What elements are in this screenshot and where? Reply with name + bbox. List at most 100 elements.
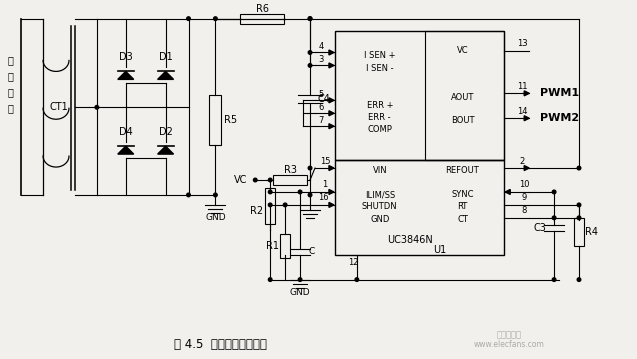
Circle shape [308,51,312,54]
Polygon shape [329,111,334,116]
Text: www.elecfans.com: www.elecfans.com [474,340,545,349]
Text: C4: C4 [317,94,331,104]
Text: 直: 直 [7,55,13,65]
Text: R5: R5 [224,115,237,125]
Text: 15: 15 [320,157,330,165]
Text: SYNC: SYNC [451,190,474,200]
Circle shape [355,278,359,281]
Bar [335,160,505,255]
Text: R3: R3 [283,165,297,175]
Text: GND: GND [290,288,310,297]
Text: 14: 14 [517,107,527,116]
Text: COMP: COMP [368,125,392,134]
Circle shape [552,278,556,281]
Circle shape [308,17,312,20]
Circle shape [268,190,272,194]
Text: 7: 7 [318,116,324,125]
Text: 1: 1 [322,181,327,190]
Text: 5: 5 [318,90,324,99]
Text: AOUT: AOUT [451,93,474,102]
Polygon shape [329,190,334,195]
Polygon shape [524,91,529,96]
Text: VC: VC [234,175,247,185]
Text: 8: 8 [522,206,527,215]
Polygon shape [329,63,334,68]
Text: REFOUT: REFOUT [445,165,479,174]
Text: 13: 13 [517,39,527,48]
Polygon shape [329,98,334,103]
Circle shape [187,193,190,197]
Text: 3: 3 [318,55,324,64]
Circle shape [577,278,581,281]
Circle shape [552,190,556,194]
Text: CT1: CT1 [50,102,68,112]
Text: GND: GND [370,215,389,224]
Polygon shape [524,165,529,171]
Circle shape [268,203,272,207]
Bar [265,188,275,224]
Text: PWM2: PWM2 [540,113,578,123]
Circle shape [308,166,312,170]
Text: I SEN -: I SEN - [366,64,394,73]
Polygon shape [329,165,334,171]
Text: U1: U1 [433,245,446,255]
Polygon shape [329,50,334,55]
Bar [240,14,284,24]
Text: RT: RT [457,202,468,211]
Text: 电子发烧友: 电子发烧友 [497,330,522,339]
Text: C3: C3 [534,223,547,233]
Bar [425,31,505,160]
Circle shape [268,178,272,182]
Circle shape [254,178,257,182]
Text: SHUTDN: SHUTDN [362,202,397,211]
Text: 流: 流 [7,71,13,81]
Text: ILIM/SS: ILIM/SS [364,190,395,200]
Text: R6: R6 [255,4,269,14]
Polygon shape [505,190,510,195]
Text: VC: VC [457,46,468,55]
Text: VIN: VIN [373,165,387,174]
Text: 图 4.5  电流检测反馈电路: 图 4.5 电流检测反馈电路 [174,338,267,351]
Circle shape [213,193,217,197]
Text: CT: CT [457,215,468,224]
Circle shape [308,64,312,67]
Text: 12: 12 [348,258,358,267]
Circle shape [268,278,272,281]
Text: PWM1: PWM1 [540,88,578,98]
Circle shape [308,17,312,20]
Text: BOUT: BOUT [451,116,474,125]
Text: R4: R4 [585,227,598,237]
Circle shape [577,216,581,220]
Bar [335,31,505,160]
Text: 线: 线 [7,103,13,113]
Polygon shape [118,146,134,154]
Circle shape [187,17,190,20]
Polygon shape [329,124,334,129]
Circle shape [577,203,581,207]
Circle shape [213,17,217,20]
Text: D4: D4 [119,127,132,137]
Text: I SEN +: I SEN + [364,51,396,60]
Text: D1: D1 [159,52,173,62]
Text: C: C [309,247,315,256]
Circle shape [283,203,287,207]
Text: ERR +: ERR + [366,101,393,110]
Text: 11: 11 [517,82,527,91]
Text: 16: 16 [318,194,328,202]
Text: GND: GND [205,213,225,222]
Text: R1: R1 [266,241,278,251]
Text: D3: D3 [119,52,132,62]
Bar [574,218,584,246]
Text: 9: 9 [522,194,527,202]
Circle shape [552,216,556,220]
Text: 母: 母 [7,87,13,97]
Text: 4: 4 [318,42,324,51]
Text: 6: 6 [318,103,324,112]
Circle shape [308,193,312,197]
Circle shape [298,278,302,281]
Circle shape [298,190,302,194]
Text: 10: 10 [519,181,529,190]
Text: D2: D2 [159,127,173,137]
Circle shape [95,106,99,109]
Text: 2: 2 [520,157,525,165]
